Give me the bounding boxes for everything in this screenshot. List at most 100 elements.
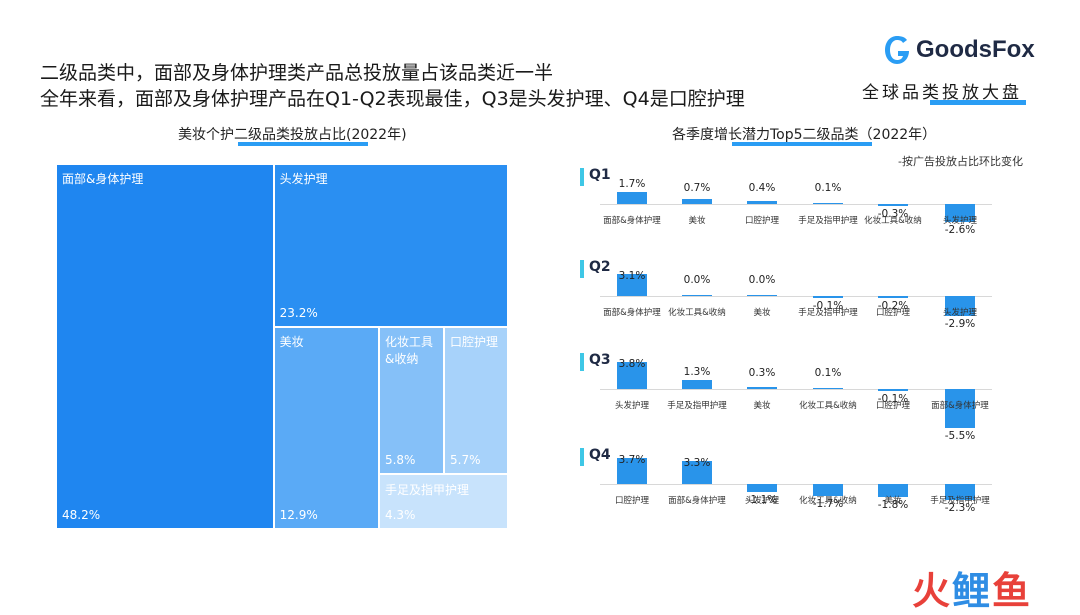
bar (945, 389, 975, 428)
bar (945, 296, 975, 317)
bar-value-label: 0.1% (814, 367, 842, 379)
bar-value-label: 3.7% (618, 454, 646, 467)
quarter-marker (580, 260, 584, 278)
treemap-cell-value: 5.7% (450, 453, 481, 468)
bar-value-label: -1.7% (812, 497, 844, 510)
watermark-char-1: 火 (912, 569, 953, 613)
bar (682, 460, 712, 484)
quarter-marker (580, 168, 584, 186)
headline-line-2: 全年来看，面部及身体护理产品在Q1-Q2表现最佳，Q3是头发护理、Q4是口腔护理 (40, 88, 745, 110)
quarter-label-q3: Q3 (589, 352, 611, 368)
bar-category-label: 口腔护理 (875, 308, 910, 318)
brand-name: GoodsFox (916, 36, 1035, 63)
bar-category-label: 美妆 (753, 308, 771, 318)
bar-category-label: 头发护理 (614, 401, 649, 411)
bar-axis (600, 484, 992, 485)
bar (747, 201, 777, 204)
bar-category-label: 口腔护理 (744, 216, 779, 226)
treemap-cell-value: 5.8% (384, 453, 416, 468)
bar (682, 199, 712, 204)
bar-category-label: 美妆 (753, 401, 771, 411)
brand-underline (930, 100, 1026, 105)
bar-value-label: 3.3% (683, 456, 711, 469)
bar-category-label: 口腔护理 (614, 496, 649, 506)
brand-logo: GoodsFox (882, 34, 1035, 66)
bar (945, 484, 975, 501)
bar (617, 458, 647, 484)
bar-category-label: 头发护理 (942, 308, 977, 318)
bar-value-label: 3.1% (618, 270, 646, 283)
treemap-cell-label: 美妆 (279, 335, 304, 350)
quarter-label-q2: Q2 (589, 259, 611, 275)
treemap-title: 美妆个护二级品类投放占比(2022年) (178, 127, 407, 143)
treemap-cell-value: 23.2% (279, 306, 318, 321)
bar-category-label: 头发护理 (942, 216, 977, 226)
bar-value-label: -2.6% (944, 224, 976, 237)
bar-value-label: -0.1% (877, 392, 909, 405)
bar-category-label: 化妆工具&收纳 (864, 216, 922, 226)
quarter-marker (580, 353, 584, 371)
bar-category-label: 化妆工具&收纳 (799, 401, 857, 411)
quarter-marker (580, 448, 584, 466)
bar-value-label: -5.5% (944, 429, 976, 442)
treemap-cell-label: 口腔护理 (450, 335, 499, 350)
bar-title-underline (732, 142, 872, 146)
bar (878, 389, 908, 391)
bar-category-label: 面部&身体护理 (668, 496, 726, 506)
bar-value-label: -0.1% (812, 299, 844, 312)
bar-axis (600, 389, 992, 390)
bar (945, 204, 975, 223)
bar (617, 362, 647, 389)
bar-category-label: 化妆工具&收纳 (799, 496, 857, 506)
bar-axis (600, 204, 992, 205)
bar (682, 379, 712, 389)
bar-chart-note: -按广告投放占比环比变化 (898, 155, 1023, 168)
bar (878, 296, 908, 298)
bar-value-label: 1.7% (618, 178, 646, 191)
bar-value-label: -2.9% (944, 318, 976, 331)
bar (747, 386, 777, 389)
bar-value-label: 0.3% (748, 367, 776, 379)
goodsfox-logo-icon (885, 36, 909, 64)
treemap-cell-label: 头发护理 (279, 172, 328, 186)
bar-category-label: 手足及指甲护理 (930, 496, 990, 506)
bar-category-label: 面部&身体护理 (603, 308, 661, 318)
bar-category-label: 手足及指甲护理 (798, 308, 858, 318)
treemap-title-underline (238, 142, 368, 146)
watermark-char-2: 鲤 (952, 569, 993, 613)
treemap-cell-face-body: 面部&身体护理 48.2% (56, 164, 274, 529)
bar-value-label: 0.0% (748, 274, 776, 286)
bar (878, 484, 908, 497)
bar-value-label: 0.4% (748, 182, 776, 194)
bar-category-label: 美妆 (884, 496, 902, 506)
watermark: 火鲤鱼 (912, 560, 1032, 615)
treemap-cell-value: 12.9% (279, 507, 318, 522)
bar-value-label: 3.8% (618, 358, 646, 371)
bar-category-label: 化妆工具&收纳 (668, 308, 726, 318)
bar-axis (600, 296, 992, 297)
treemap-cell-hand-foot: 手足及指甲护理 4.3% (378, 474, 508, 529)
treemap-chart: 面部&身体护理 48.2% 头发护理 23.2% 美妆 12.9% 化妆工具&收纳 5.8% 口… (56, 164, 508, 529)
treemap-cell-makeup: 美妆 12.9% (273, 327, 379, 529)
bar-value-label: 0.0% (683, 274, 711, 286)
treemap-cell-label: 手足及指甲护理 (384, 483, 469, 498)
treemap-cell-label: 面部&身体护理 (62, 172, 144, 186)
watermark-char-3: 鱼 (992, 569, 1033, 613)
headline-line-1: 二级品类中，面部及身体护理类产品总投放量占该品类近一半 (40, 62, 554, 84)
quarter-label-q1: Q1 (589, 167, 611, 183)
treemap-cell-value: 48.2% (62, 508, 101, 522)
bar (747, 294, 777, 296)
bar-category-label: 手足及指甲护理 (667, 401, 727, 411)
treemap-cell-oral: 口腔护理 5.7% (444, 327, 508, 475)
bar (878, 204, 908, 207)
bar-chart-title: 各季度增长潜力Top5二级品类（2022年） (672, 127, 937, 143)
brand-subtitle: 全球品类投放大盘 (862, 83, 1022, 103)
bar-value-label: -2.3% (944, 502, 976, 515)
bar-value-label: 0.1% (814, 182, 842, 194)
bar-value-label: 0.7% (683, 182, 711, 194)
bar-category-label: 面部&身体护理 (931, 401, 989, 411)
bar (617, 192, 647, 204)
bar-value-label: 1.3% (683, 365, 711, 378)
bar-category-label: 面部&身体护理 (603, 216, 661, 226)
bar (813, 484, 843, 496)
